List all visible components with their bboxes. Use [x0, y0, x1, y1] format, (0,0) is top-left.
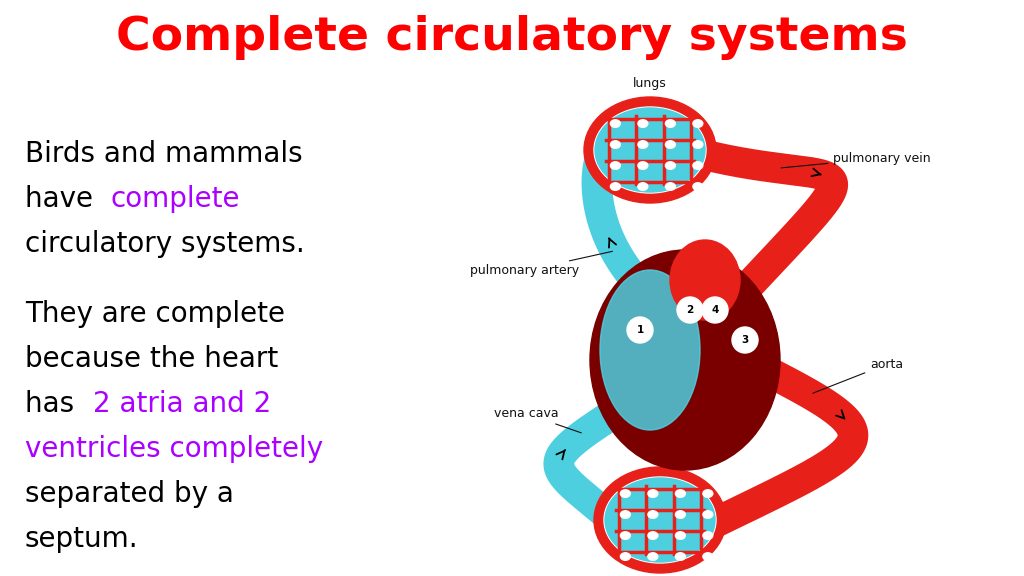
Ellipse shape — [604, 477, 716, 563]
Ellipse shape — [666, 183, 675, 190]
Ellipse shape — [605, 478, 715, 562]
Text: aorta: aorta — [813, 358, 903, 393]
Text: Complete circulatory systems: Complete circulatory systems — [116, 16, 908, 60]
Ellipse shape — [676, 511, 685, 518]
Ellipse shape — [693, 183, 702, 190]
Text: pulmonary artery: pulmonary artery — [470, 251, 612, 277]
Ellipse shape — [610, 141, 621, 148]
Ellipse shape — [693, 141, 702, 148]
Ellipse shape — [693, 120, 702, 127]
Text: vena cava: vena cava — [494, 407, 582, 433]
Circle shape — [702, 297, 728, 323]
Ellipse shape — [648, 532, 657, 539]
Ellipse shape — [702, 511, 713, 518]
Ellipse shape — [638, 183, 648, 190]
Text: pulmonary vein: pulmonary vein — [781, 151, 931, 168]
Ellipse shape — [638, 162, 648, 169]
Text: ventricles completely: ventricles completely — [25, 435, 324, 463]
Ellipse shape — [590, 250, 780, 470]
Ellipse shape — [702, 490, 713, 497]
Ellipse shape — [676, 532, 685, 539]
Ellipse shape — [702, 532, 713, 539]
Ellipse shape — [693, 162, 702, 169]
Circle shape — [732, 327, 758, 353]
Ellipse shape — [648, 553, 657, 560]
Text: 1: 1 — [636, 325, 644, 335]
Ellipse shape — [648, 490, 657, 497]
Ellipse shape — [610, 120, 621, 127]
Text: circulatory systems.: circulatory systems. — [25, 230, 305, 258]
Text: 3: 3 — [741, 335, 749, 345]
Ellipse shape — [648, 511, 657, 518]
Text: have: have — [25, 185, 101, 213]
Text: 4: 4 — [712, 305, 719, 315]
Ellipse shape — [600, 270, 700, 430]
Ellipse shape — [702, 553, 713, 560]
Ellipse shape — [638, 120, 648, 127]
Text: 2: 2 — [686, 305, 693, 315]
Ellipse shape — [621, 511, 631, 518]
Ellipse shape — [595, 108, 705, 192]
Ellipse shape — [670, 240, 740, 320]
Circle shape — [677, 297, 703, 323]
Ellipse shape — [610, 162, 621, 169]
Text: Birds and mammals: Birds and mammals — [25, 140, 303, 168]
Ellipse shape — [621, 553, 631, 560]
Ellipse shape — [666, 120, 675, 127]
Circle shape — [627, 317, 653, 343]
Text: separated by a: separated by a — [25, 480, 233, 508]
Ellipse shape — [638, 141, 648, 148]
Text: 2 atria and 2: 2 atria and 2 — [93, 390, 271, 418]
Ellipse shape — [584, 97, 716, 203]
Ellipse shape — [621, 532, 631, 539]
Ellipse shape — [676, 553, 685, 560]
Text: complete: complete — [110, 185, 240, 213]
Text: because the heart: because the heart — [25, 345, 279, 373]
Text: septum.: septum. — [25, 525, 138, 553]
Ellipse shape — [621, 490, 631, 497]
Text: lungs: lungs — [633, 77, 667, 90]
Ellipse shape — [676, 490, 685, 497]
Ellipse shape — [610, 183, 621, 190]
Text: has: has — [25, 390, 83, 418]
Ellipse shape — [594, 107, 706, 193]
Ellipse shape — [594, 467, 726, 573]
Ellipse shape — [666, 162, 675, 169]
Ellipse shape — [666, 141, 675, 148]
Text: They are complete: They are complete — [25, 300, 285, 328]
